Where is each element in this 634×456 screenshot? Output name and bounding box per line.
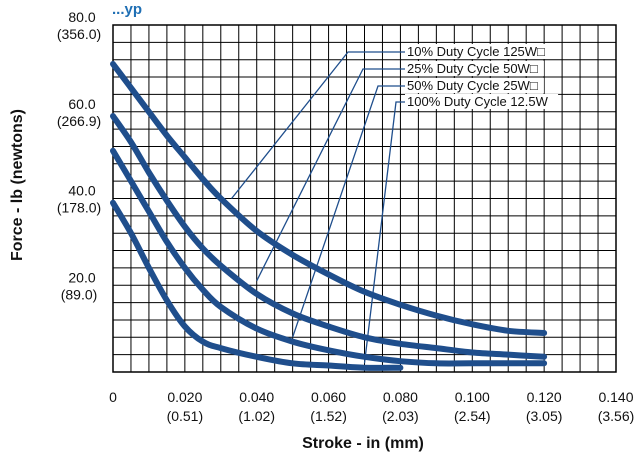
y-tick-label: 80.0 (68, 9, 95, 25)
y-tick-sublabel: (356.0) (57, 26, 101, 42)
x-tick-sublabel: (3.05) (526, 408, 563, 424)
x-tick-label: 0.060 (311, 389, 346, 405)
chart-title-fragment: ...yp (112, 1, 142, 18)
legend-label-2: 25% Duty Cycle 50W□ (407, 61, 538, 76)
x-tick-sublabel: (1.02) (238, 408, 275, 424)
series-line-4 (110, 199, 404, 371)
y-tick-sublabel: (266.9) (57, 113, 101, 129)
series-line-3 (110, 147, 548, 367)
chart-grid (112, 24, 617, 373)
legend-label-bg (405, 94, 559, 109)
x-tick-label: 0.140 (598, 389, 633, 405)
legend-label-bg (405, 78, 544, 93)
x-tick-label: 0.040 (239, 389, 274, 405)
leader-line-4 (363, 101, 405, 364)
legend-label-bg (405, 61, 544, 76)
y-tick-label: 40.0 (68, 183, 95, 199)
y-axis-title: Force - lb (newtons) (9, 109, 26, 261)
series-line-2 (110, 113, 548, 360)
y-tick-sublabel: (178.0) (57, 200, 101, 216)
chart-series-lines (110, 61, 548, 371)
x-tick-sublabel: (0.51) (167, 408, 204, 424)
chart-legend: 10% Duty Cycle 125W□ 25% Duty Cycle 50W□ 5… (405, 44, 559, 109)
x-tick-label: 0.020 (167, 389, 202, 405)
y-tick-label: 20.0 (68, 269, 95, 285)
leader-line-2 (256, 68, 405, 282)
y-tick-sublabel: (89.0) (61, 286, 98, 302)
x-tick-sublabel: (1.52) (310, 408, 347, 424)
legend-label-bg (405, 44, 551, 59)
leader-line-1 (231, 51, 405, 199)
x-tick-label: 0.100 (455, 389, 490, 405)
x-tick-label: 0 (109, 389, 117, 405)
leader-line-3 (291, 85, 405, 338)
x-tick-sublabel: (3.56) (598, 408, 634, 424)
legend-label-3: 50% Duty Cycle 25W□ (407, 78, 538, 93)
y-tick-label: 60.0 (68, 96, 95, 112)
x-tick-label: 0.120 (527, 389, 562, 405)
x-tick-label: 0.080 (383, 389, 418, 405)
x-axis-title: Stroke - in (mm) (302, 435, 424, 452)
x-tick-sublabel: (2.54) (454, 408, 491, 424)
legend-label-1: 10% Duty Cycle 125W□ (407, 44, 545, 59)
legend-label-4: 100% Duty Cycle 12.5W (407, 94, 549, 109)
x-tick-sublabel: (2.03) (382, 408, 419, 424)
chart-axis-ticks: 0 0.020 (0.51) 0.040 (1.02) 0.060 (1.52) 0.080 (… (57, 9, 634, 424)
legend-leader-lines (231, 51, 405, 364)
